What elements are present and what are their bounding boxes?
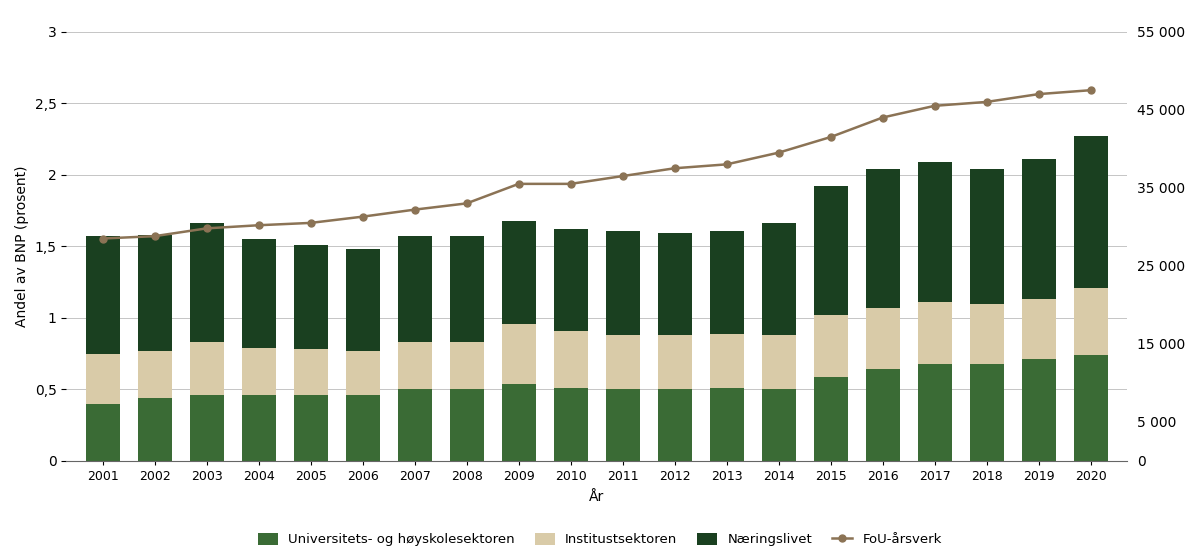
Bar (1074, 355, 1108, 461)
Bar (606, 230, 640, 335)
Bar (138, 351, 172, 398)
Bar (450, 236, 484, 342)
Bar (346, 249, 379, 351)
X-axis label: År: År (589, 490, 605, 504)
Bar (190, 223, 223, 342)
Bar (762, 389, 796, 461)
Bar (138, 235, 172, 351)
Bar (865, 308, 900, 369)
Bar (709, 334, 744, 388)
Bar (346, 351, 379, 395)
Bar (502, 220, 535, 324)
Bar (970, 304, 1003, 364)
Bar (814, 315, 847, 377)
Bar (241, 395, 276, 461)
Bar (970, 364, 1003, 461)
Legend: Universitets- og høyskolesektoren, Institustsektoren, Næringslivet, FoU-årsverk: Universitets- og høyskolesektoren, Insti… (253, 527, 947, 551)
Bar (294, 349, 328, 395)
Bar (553, 229, 588, 331)
Bar (553, 388, 588, 461)
Bar (1074, 136, 1108, 288)
Bar (346, 395, 379, 461)
Bar (918, 162, 952, 302)
Bar (918, 364, 952, 461)
Y-axis label: Andel av BNP (prosent): Andel av BNP (prosent) (16, 166, 29, 327)
Bar (85, 404, 120, 461)
Bar (450, 389, 484, 461)
Bar (709, 230, 744, 334)
Bar (1074, 288, 1108, 355)
Bar (138, 398, 172, 461)
Bar (814, 377, 847, 461)
Bar (1021, 159, 1056, 299)
Bar (762, 335, 796, 389)
Bar (190, 395, 223, 461)
Bar (658, 233, 691, 335)
Bar (397, 342, 432, 389)
Bar (397, 236, 432, 342)
Bar (606, 389, 640, 461)
Bar (1021, 359, 1056, 461)
Bar (709, 388, 744, 461)
Bar (241, 239, 276, 348)
Bar (85, 236, 120, 354)
Bar (658, 335, 691, 389)
Bar (553, 331, 588, 388)
Bar (658, 389, 691, 461)
Bar (865, 169, 900, 308)
Bar (241, 348, 276, 395)
Bar (814, 186, 847, 315)
Bar (294, 245, 328, 349)
Bar (1021, 299, 1056, 359)
Bar (294, 395, 328, 461)
Bar (865, 369, 900, 461)
Bar (190, 342, 223, 395)
Bar (970, 169, 1003, 304)
Bar (606, 335, 640, 389)
Bar (85, 354, 120, 404)
Bar (762, 223, 796, 335)
Bar (918, 302, 952, 364)
Bar (397, 389, 432, 461)
Bar (450, 342, 484, 389)
Bar (502, 324, 535, 384)
Bar (502, 384, 535, 461)
